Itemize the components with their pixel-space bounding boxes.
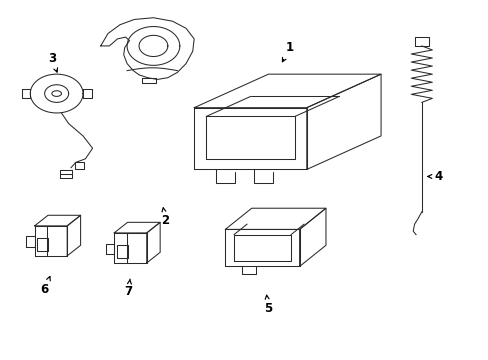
Text: 2: 2 <box>161 208 169 227</box>
Text: 1: 1 <box>282 41 293 62</box>
Text: 5: 5 <box>264 295 272 315</box>
Text: 7: 7 <box>124 279 132 298</box>
Text: 6: 6 <box>41 276 50 296</box>
Text: 3: 3 <box>48 52 58 72</box>
Text: 4: 4 <box>427 170 442 183</box>
